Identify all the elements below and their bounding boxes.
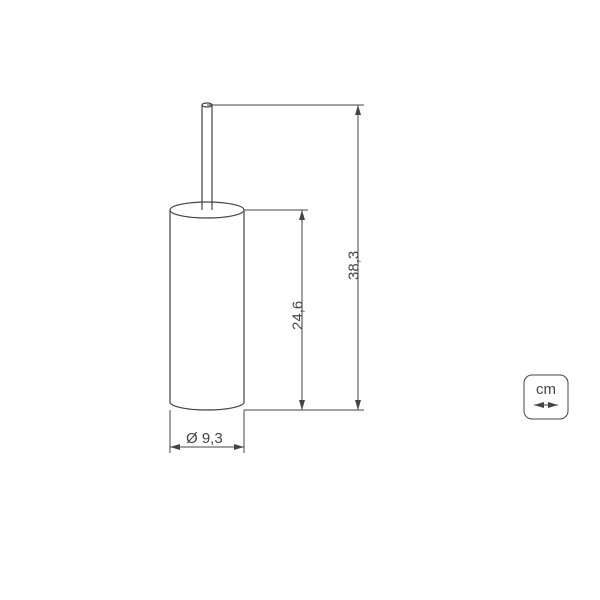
dim-total-arrow-top — [355, 105, 361, 115]
unit-badge-arrow-right — [548, 402, 558, 408]
dim-diameter-arrow-right — [234, 444, 244, 450]
dim-diameter-arrow-left — [170, 444, 180, 450]
technical-drawing: Ø 9,3 24,6 38,3 cm — [0, 0, 600, 600]
unit-badge-label: cm — [536, 381, 556, 398]
dim-diameter-label: Ø 9,3 — [186, 430, 223, 447]
unit-badge-arrow-left — [534, 402, 544, 408]
dimension-total-height: 38,3 — [207, 105, 364, 410]
dimension-diameter: Ø 9,3 — [170, 410, 244, 453]
product-outline — [170, 103, 244, 410]
body-top-ellipse — [170, 202, 244, 218]
dim-body-arrow-top — [299, 210, 305, 220]
unit-badge: cm — [524, 375, 568, 419]
dim-total-arrow-bottom — [355, 400, 361, 410]
dim-body-label: 24,6 — [290, 301, 307, 330]
dimension-body-height: 24,6 — [244, 210, 308, 410]
dim-total-label: 38,3 — [346, 251, 363, 280]
dim-body-arrow-bottom — [299, 400, 305, 410]
body-bottom-arc — [170, 402, 244, 410]
